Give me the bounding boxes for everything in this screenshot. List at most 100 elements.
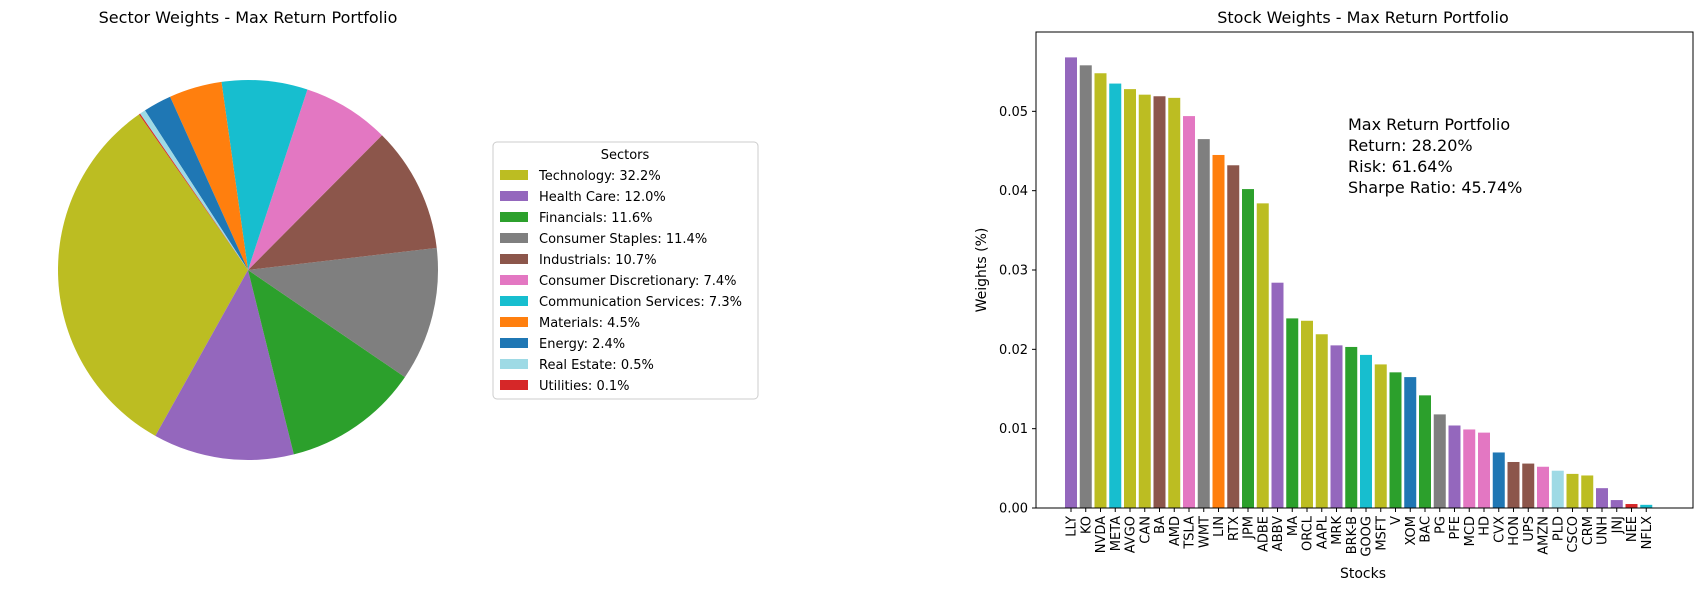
x-tick-label: NFLX (1640, 516, 1655, 549)
pie-slice-energy (144, 96, 248, 271)
x-tick-label: UNH (1596, 516, 1611, 545)
x-tick-label: PG (1433, 516, 1448, 534)
annotation-line-1: Max Return Portfolio (1348, 115, 1510, 134)
bar-msft (1374, 364, 1387, 508)
bar-ups (1522, 463, 1535, 508)
legend-swatch (500, 338, 528, 348)
pie-legend: Sectors Technology: 32.2% Health Care: 12… (492, 141, 759, 400)
bar-nee (1625, 504, 1638, 508)
pie-slice-health-care (155, 270, 294, 461)
bar-adbe (1256, 203, 1269, 509)
bar-nflx (1640, 504, 1653, 508)
x-tick-label: ABBV (1271, 516, 1286, 551)
bar-mrk (1330, 345, 1343, 508)
x-tick-label: AAPL (1315, 515, 1330, 549)
pie-slice-financials (248, 270, 405, 455)
legend-entry: Energy: 2.4% (539, 337, 625, 352)
legend-entry: Consumer Discretionary: 7.4% (539, 274, 737, 289)
bar-avgo (1124, 89, 1136, 509)
legend-swatch (500, 254, 528, 264)
legend-swatch (500, 191, 528, 201)
bar-ba (1153, 96, 1166, 508)
bar-lly (1065, 57, 1077, 508)
bar-mcd (1463, 429, 1476, 508)
pie-slice-communication-services (221, 79, 308, 270)
pie-chart: Sector Weights - Max Return Portfolio Se… (58, 8, 759, 461)
x-tick-label: AVGO (1124, 516, 1139, 553)
pie-slice-industrials (248, 135, 437, 270)
x-tick-label: NVDA (1094, 516, 1109, 553)
bar-bac (1419, 395, 1431, 508)
y-tick-label: 0.00 (999, 502, 1028, 517)
bar-csco (1566, 473, 1579, 508)
pie-slice-utilities (139, 113, 248, 271)
x-tick-label: V (1389, 516, 1404, 525)
stats-annotation: Max Return Portfolio Return: 28.20% Risk… (1348, 115, 1522, 197)
bar-rtx (1227, 165, 1240, 508)
x-tick-label: XOM (1404, 516, 1419, 546)
legend-swatch (500, 380, 528, 390)
legend-entry: Industrials: 10.7% (539, 253, 657, 268)
legend-swatch (500, 212, 528, 222)
bar-chart: Stock Weights - Max Return Portfolio LLY… (974, 8, 1694, 582)
x-tick-label: MCD (1463, 516, 1478, 546)
x-tick-label: AMD (1168, 516, 1183, 546)
x-tick-label: CAN (1138, 516, 1153, 544)
legend-entry: Consumer Staples: 11.4% (539, 232, 707, 247)
x-tick-label: NEE (1625, 516, 1640, 542)
annotation-line-3: Risk: 61.64% (1348, 157, 1453, 176)
bar-orcl (1301, 320, 1313, 508)
legend-swatch (500, 359, 528, 369)
x-tick-label: JPM (1242, 516, 1257, 540)
bar-ko (1079, 65, 1092, 508)
x-tick-label: AMZN (1537, 516, 1552, 555)
bar-meta (1109, 83, 1122, 508)
legend-swatch (500, 233, 528, 243)
x-tick-label: WMT (1197, 516, 1212, 548)
legend-frame (492, 141, 759, 400)
bar-xom (1404, 377, 1417, 508)
plot-frame (1035, 31, 1694, 509)
x-tick-label: UPS (1522, 516, 1537, 542)
x-tick-label: HON (1507, 516, 1522, 546)
x-tick-label: BAC (1419, 516, 1434, 543)
bar-nvda (1094, 73, 1107, 508)
x-tick-label: RTX (1227, 516, 1242, 541)
x-tick-label: CVX (1492, 516, 1507, 543)
bar-hd (1478, 432, 1490, 508)
bar-amzn (1537, 466, 1549, 508)
bar-can (1138, 94, 1151, 509)
bar-ma (1286, 318, 1299, 508)
legend-swatch (500, 170, 528, 180)
legend-entry: Health Care: 12.0% (539, 190, 666, 205)
bar-abbv (1271, 282, 1284, 508)
bar-v (1389, 372, 1402, 508)
x-tick-label: TSLA (1183, 516, 1198, 550)
annotation-line-4: Sharpe Ratio: 45.74% (1348, 178, 1522, 197)
x-tick-label: MRK (1330, 516, 1345, 545)
x-tick-label: PLD (1551, 516, 1566, 541)
bar-lin (1212, 154, 1225, 508)
x-tick-label: HD (1478, 516, 1493, 536)
legend-entry: Financials: 11.6% (539, 211, 653, 226)
bar-aapl (1315, 334, 1328, 508)
pie-slice-materials (170, 81, 248, 270)
legend-entries: Technology: 32.2% Health Care: 12.0% Finan… (500, 169, 742, 394)
x-tick-label: MA (1286, 516, 1301, 536)
bar-wmt (1197, 139, 1210, 508)
legend-entry: Real Estate: 0.5% (539, 358, 654, 373)
y-tick-label: 0.05 (999, 105, 1028, 120)
y-tick-label: 0.04 (999, 184, 1028, 199)
bar-title: Stock Weights - Max Return Portfolio (1217, 8, 1509, 27)
bars (1065, 57, 1653, 509)
annotation-line-2: Return: 28.20% (1348, 136, 1473, 155)
legend-entry: Materials: 4.5% (539, 316, 640, 331)
x-tick-label: GOOG (1360, 516, 1375, 557)
bar-amd (1168, 97, 1181, 508)
bar-cvx (1492, 452, 1505, 508)
pie-slice-consumer-discretionary (248, 89, 382, 270)
y-tick-label: 0.03 (999, 264, 1028, 279)
legend-entry: Technology: 32.2% (538, 169, 661, 184)
bar-tsla (1183, 116, 1195, 508)
